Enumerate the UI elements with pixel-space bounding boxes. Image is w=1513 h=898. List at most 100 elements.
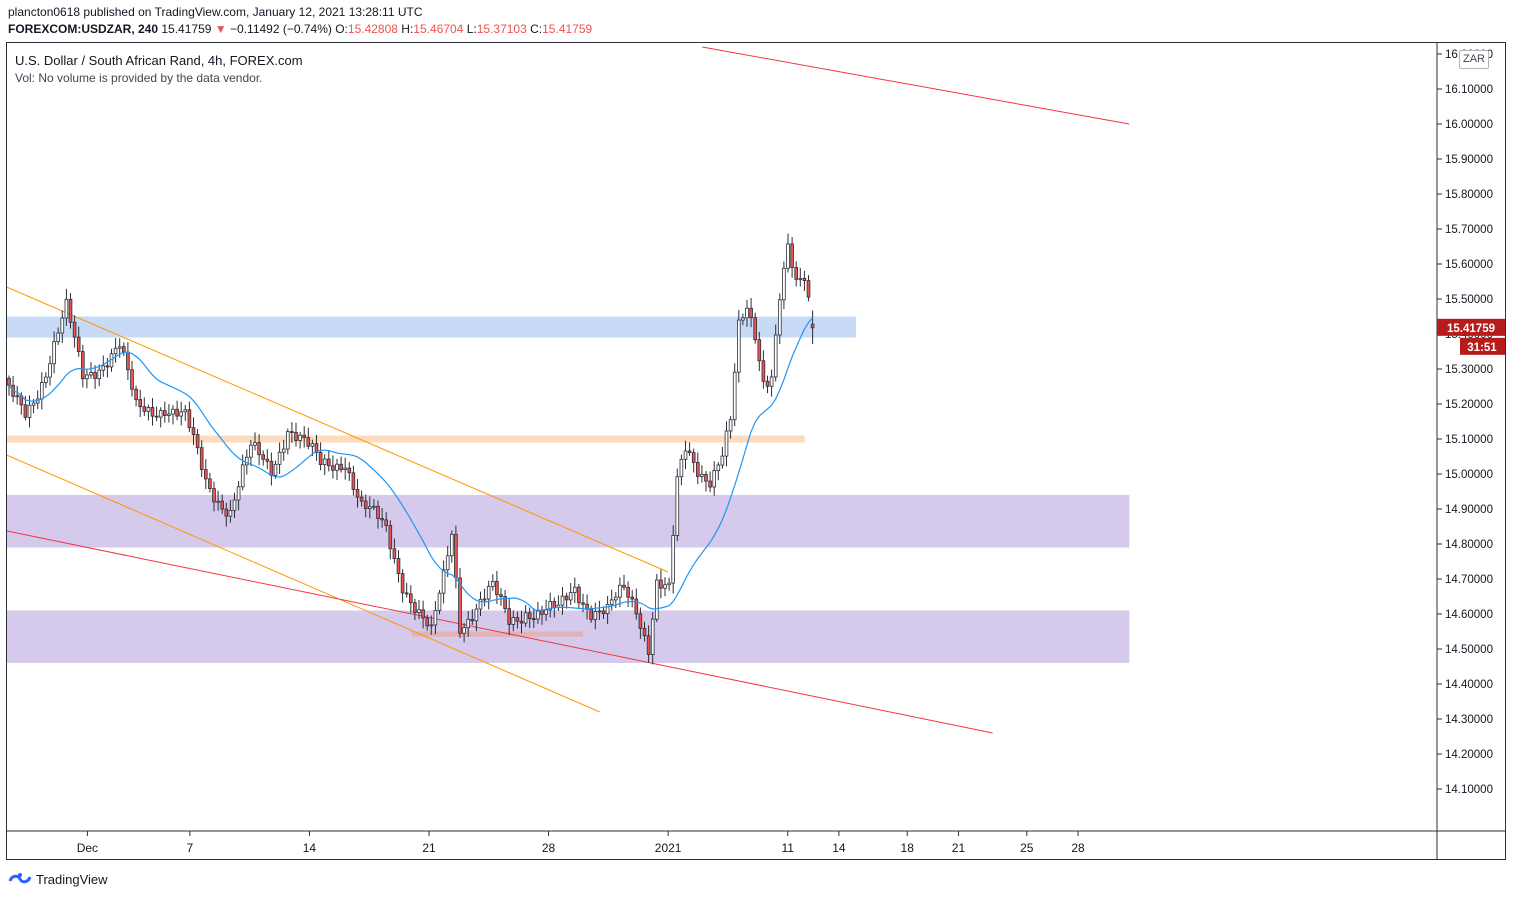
candle-body [322,458,327,465]
candle-body [761,360,766,382]
price-tick-label: 14.60000 [1445,609,1493,621]
candle-body [515,617,520,622]
candle-body [601,610,606,615]
candle-body [175,408,179,417]
candle-body [253,442,257,446]
candle-body [716,464,721,472]
candle-body [724,430,729,457]
candle-body [306,437,311,447]
candle-body [564,595,569,601]
candle-body [367,506,372,510]
candle-body [454,533,458,579]
candle-body [101,365,106,371]
price-tick-label: 16.10000 [1445,84,1493,96]
price-tick-label: 15.10000 [1445,434,1493,446]
time-axis[interactable]: Dec 7 14 21 28 2021 11 14 18 21 25 28 [77,831,1085,855]
candle-body [782,267,786,301]
zone-rose [411,631,583,637]
candle-body [712,470,716,488]
candle-body [281,448,286,453]
time-tick-label: 28 [542,841,556,855]
candle-body [417,609,421,613]
candle-body [60,317,65,334]
candle-body [757,339,762,362]
candle-body [126,351,130,371]
candle-body [732,371,737,421]
candle-body [691,452,696,463]
time-tick-label: 14 [832,841,846,855]
chart-frame [6,42,1506,860]
symbol-name[interactable]: FOREXCOM:USDZAR, 240 [8,22,159,36]
candle-body [23,404,28,418]
price-tick-label: 15.30000 [1445,364,1493,376]
candle-body [786,243,790,269]
candle-body [527,612,532,620]
candle-body [749,307,753,319]
candle-body [470,618,475,622]
candle-body [236,486,241,501]
chart-legend-title[interactable]: U.S. Dollar / South African Rand, 4h, FO… [15,53,303,68]
candle-body [285,431,290,450]
zone-orange [7,435,805,443]
candle-body [421,609,425,619]
candle-body [15,395,20,398]
candle-body [105,365,110,368]
candle-body [220,500,225,510]
candle-body [31,402,36,406]
price-axis[interactable]: 14.10000 14.20000 14.30000 14.40000 14.50000… [1437,49,1493,796]
candle-body [212,488,216,503]
candle-body [802,277,807,281]
low-value: 15.37103 [476,22,527,36]
candle-body [605,603,610,615]
candle-body [552,601,557,608]
candle-body [433,610,438,626]
tradingview-footer[interactable]: TradingView [8,871,108,888]
time-tick-label: 28 [1071,841,1085,855]
candle-body [355,489,360,498]
candle-body [359,496,364,502]
time-tick-label: 21 [952,841,966,855]
candle-body [560,595,565,606]
candle-body [626,586,630,598]
candle-body [372,505,376,508]
trendline-support [7,530,993,734]
candle-body [339,463,343,471]
close-label: C: [530,22,543,36]
candle-body [277,451,282,465]
countdown-label-bg [1460,337,1505,355]
moving-average-line [8,317,814,612]
currency-badge[interactable]: ZAR [1459,50,1489,69]
candle-body [577,586,581,604]
candle-body [675,476,680,536]
candle-body [646,635,651,655]
candle-body [224,508,229,517]
price-tick-label: 15.00000 [1445,469,1493,481]
candle-body [249,444,253,458]
candle-body [478,598,483,610]
candle-body [741,317,745,321]
candle-body [622,584,626,588]
candle-body [363,500,368,510]
candle-body [93,372,97,380]
candle-body [257,442,261,456]
candle-body [244,456,249,466]
candle-body [138,399,143,408]
trendline-channel-lower [7,454,600,713]
price-tick-label: 14.40000 [1445,679,1493,691]
candle-body [195,434,200,449]
candle-body [573,586,577,593]
candle-body [745,307,749,319]
price-tick-label: 14.80000 [1445,539,1493,551]
candle-body [650,618,655,655]
candle-body [618,584,622,598]
candle-body [532,618,536,621]
candle-body [568,592,573,601]
candle-body [208,478,212,489]
candle-body [630,596,634,600]
time-tick-label: 21 [422,841,436,855]
price-tick-label: 15.80000 [1445,189,1493,201]
candle-body [171,408,175,415]
price-tick-label: 14.30000 [1445,714,1493,726]
candle-body [347,467,352,474]
